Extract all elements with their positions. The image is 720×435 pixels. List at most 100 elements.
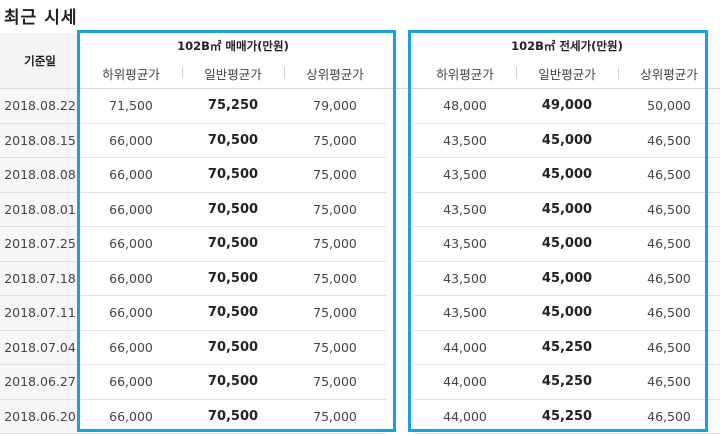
sale-low-avg-header: 하위평균가	[80, 58, 182, 89]
sale-high-avg-header: 상위평균가	[284, 58, 386, 89]
jeonse-low-cell: 44,000	[414, 364, 516, 400]
sale-low-cell: 66,000	[80, 192, 182, 227]
table-row: 2018.08.15 66,000 70,500 75,000 43,500 45,000…	[0, 123, 720, 158]
jeonse-avg-cell: 45,250	[516, 364, 618, 400]
table-row: 2018.06.27 66,000 70,500 75,000 44,000 45,250…	[0, 364, 720, 400]
table-row: 2018.07.11 66,000 70,500 75,000 43,500 45,000…	[0, 295, 720, 331]
sale-low-cell: 66,000	[80, 364, 182, 400]
sale-low-cell: 66,000	[80, 295, 182, 331]
sale-avg-cell: 75,250	[182, 88, 284, 124]
jeonse-low-cell: 48,000	[414, 88, 516, 124]
jeonse-avg-cell: 45,000	[516, 123, 618, 158]
sale-high-cell: 75,000	[284, 226, 386, 262]
sale-high-cell: 75,000	[284, 123, 386, 158]
jeonse-high-cell: 46,500	[618, 192, 720, 227]
table-row: 2018.06.20 66,000 70,500 75,000 44,000 45,250…	[0, 399, 720, 434]
jeonse-high-cell: 46,500	[618, 123, 720, 158]
jeonse-high-cell: 50,000	[618, 88, 720, 124]
date-cell: 2018.06.20	[0, 399, 80, 434]
sale-avg-cell: 70,500	[182, 157, 284, 193]
date-cell: 2018.08.22	[0, 88, 80, 124]
table-row: 2018.08.01 66,000 70,500 75,000 43,500 45,000…	[0, 192, 720, 227]
sale-high-cell: 75,000	[284, 364, 386, 400]
sale-high-cell: 75,000	[284, 192, 386, 227]
sale-high-cell: 75,000	[284, 261, 386, 296]
jeonse-high-cell: 46,500	[618, 261, 720, 296]
jeonse-low-cell: 43,500	[414, 261, 516, 296]
jeonse-low-avg-header: 하위평균가	[414, 58, 516, 89]
column-gap	[386, 330, 414, 365]
sale-avg-cell: 70,500	[182, 399, 284, 434]
sale-avg-cell: 70,500	[182, 123, 284, 158]
sale-avg-cell: 70,500	[182, 330, 284, 365]
price-table: 기준일 102B㎡ 매매가(만원) 102B㎡ 전세가(만원) 하위평균가 일반…	[0, 33, 720, 434]
jeonse-high-cell: 46,500	[618, 226, 720, 262]
sale-price-header: 102B㎡ 매매가(만원)	[177, 38, 289, 53]
column-gap	[386, 227, 414, 262]
column-gap	[386, 365, 414, 400]
page-title: 최근 시세	[4, 8, 78, 28]
jeonse-high-cell: 46,500	[618, 330, 720, 365]
jeonse-high-cell: 46,500	[618, 295, 720, 331]
column-gap	[386, 33, 414, 58]
jeonse-low-cell: 43,500	[414, 123, 516, 158]
sale-low-cell: 71,500	[80, 88, 182, 124]
table-row: 2018.07.18 66,000 70,500 75,000 43,500 45,000…	[0, 261, 720, 296]
date-cell: 2018.07.25	[0, 226, 80, 262]
column-gap	[386, 192, 414, 227]
date-cell: 2018.08.15	[0, 123, 80, 158]
date-column-header: 기준일	[0, 33, 80, 89]
column-gap	[386, 89, 414, 124]
sale-low-cell: 66,000	[80, 226, 182, 262]
sale-avg-cell: 70,500	[182, 261, 284, 296]
column-gap	[386, 296, 414, 331]
column-gap	[386, 123, 414, 158]
sale-avg-header: 일반평균가	[182, 58, 284, 89]
table-row: 2018.07.25 66,000 70,500 75,000 43,500 45,000…	[0, 226, 720, 262]
column-gap	[386, 158, 414, 193]
jeonse-price-header: 102B㎡ 전세가(만원)	[511, 38, 623, 53]
table-row: 2018.08.22 71,500 75,250 79,000 48,000 49,000…	[0, 88, 720, 124]
date-cell: 2018.07.18	[0, 261, 80, 296]
sale-low-cell: 66,000	[80, 157, 182, 193]
sale-avg-cell: 70,500	[182, 226, 284, 262]
sale-low-cell: 66,000	[80, 399, 182, 434]
column-gap	[386, 261, 414, 296]
jeonse-avg-cell: 45,000	[516, 157, 618, 193]
jeonse-low-cell: 43,500	[414, 192, 516, 227]
sale-high-cell: 75,000	[284, 157, 386, 193]
jeonse-high-cell: 46,500	[618, 364, 720, 400]
sale-high-cell: 79,000	[284, 88, 386, 124]
jeonse-low-cell: 43,500	[414, 157, 516, 193]
sale-low-cell: 66,000	[80, 330, 182, 365]
sale-low-cell: 66,000	[80, 123, 182, 158]
jeonse-avg-cell: 45,000	[516, 261, 618, 296]
jeonse-low-cell: 44,000	[414, 330, 516, 365]
jeonse-avg-cell: 49,000	[516, 88, 618, 124]
column-gap	[386, 399, 414, 434]
sale-high-cell: 75,000	[284, 399, 386, 434]
jeonse-low-cell: 43,500	[414, 226, 516, 262]
date-cell: 2018.06.27	[0, 364, 80, 400]
jeonse-high-avg-header: 상위평균가	[618, 58, 720, 89]
sale-low-cell: 66,000	[80, 261, 182, 296]
jeonse-avg-cell: 45,000	[516, 295, 618, 331]
date-cell: 2018.07.04	[0, 330, 80, 365]
jeonse-avg-cell: 45,250	[516, 399, 618, 434]
jeonse-high-cell: 46,500	[618, 399, 720, 434]
jeonse-avg-cell: 45,000	[516, 226, 618, 262]
jeonse-low-cell: 43,500	[414, 295, 516, 331]
jeonse-low-cell: 44,000	[414, 399, 516, 434]
column-gap	[386, 58, 414, 89]
date-cell: 2018.07.11	[0, 295, 80, 331]
jeonse-high-cell: 46,500	[618, 157, 720, 193]
table-row: 2018.08.08 66,000 70,500 75,000 43,500 45,000…	[0, 157, 720, 193]
date-cell: 2018.08.01	[0, 192, 80, 227]
date-cell: 2018.08.08	[0, 157, 80, 193]
sale-high-cell: 75,000	[284, 330, 386, 365]
jeonse-avg-cell: 45,250	[516, 330, 618, 365]
sale-high-cell: 75,000	[284, 295, 386, 331]
table-row: 2018.07.04 66,000 70,500 75,000 44,000 45,250…	[0, 330, 720, 365]
jeonse-avg-cell: 45,000	[516, 192, 618, 227]
sale-avg-cell: 70,500	[182, 364, 284, 400]
